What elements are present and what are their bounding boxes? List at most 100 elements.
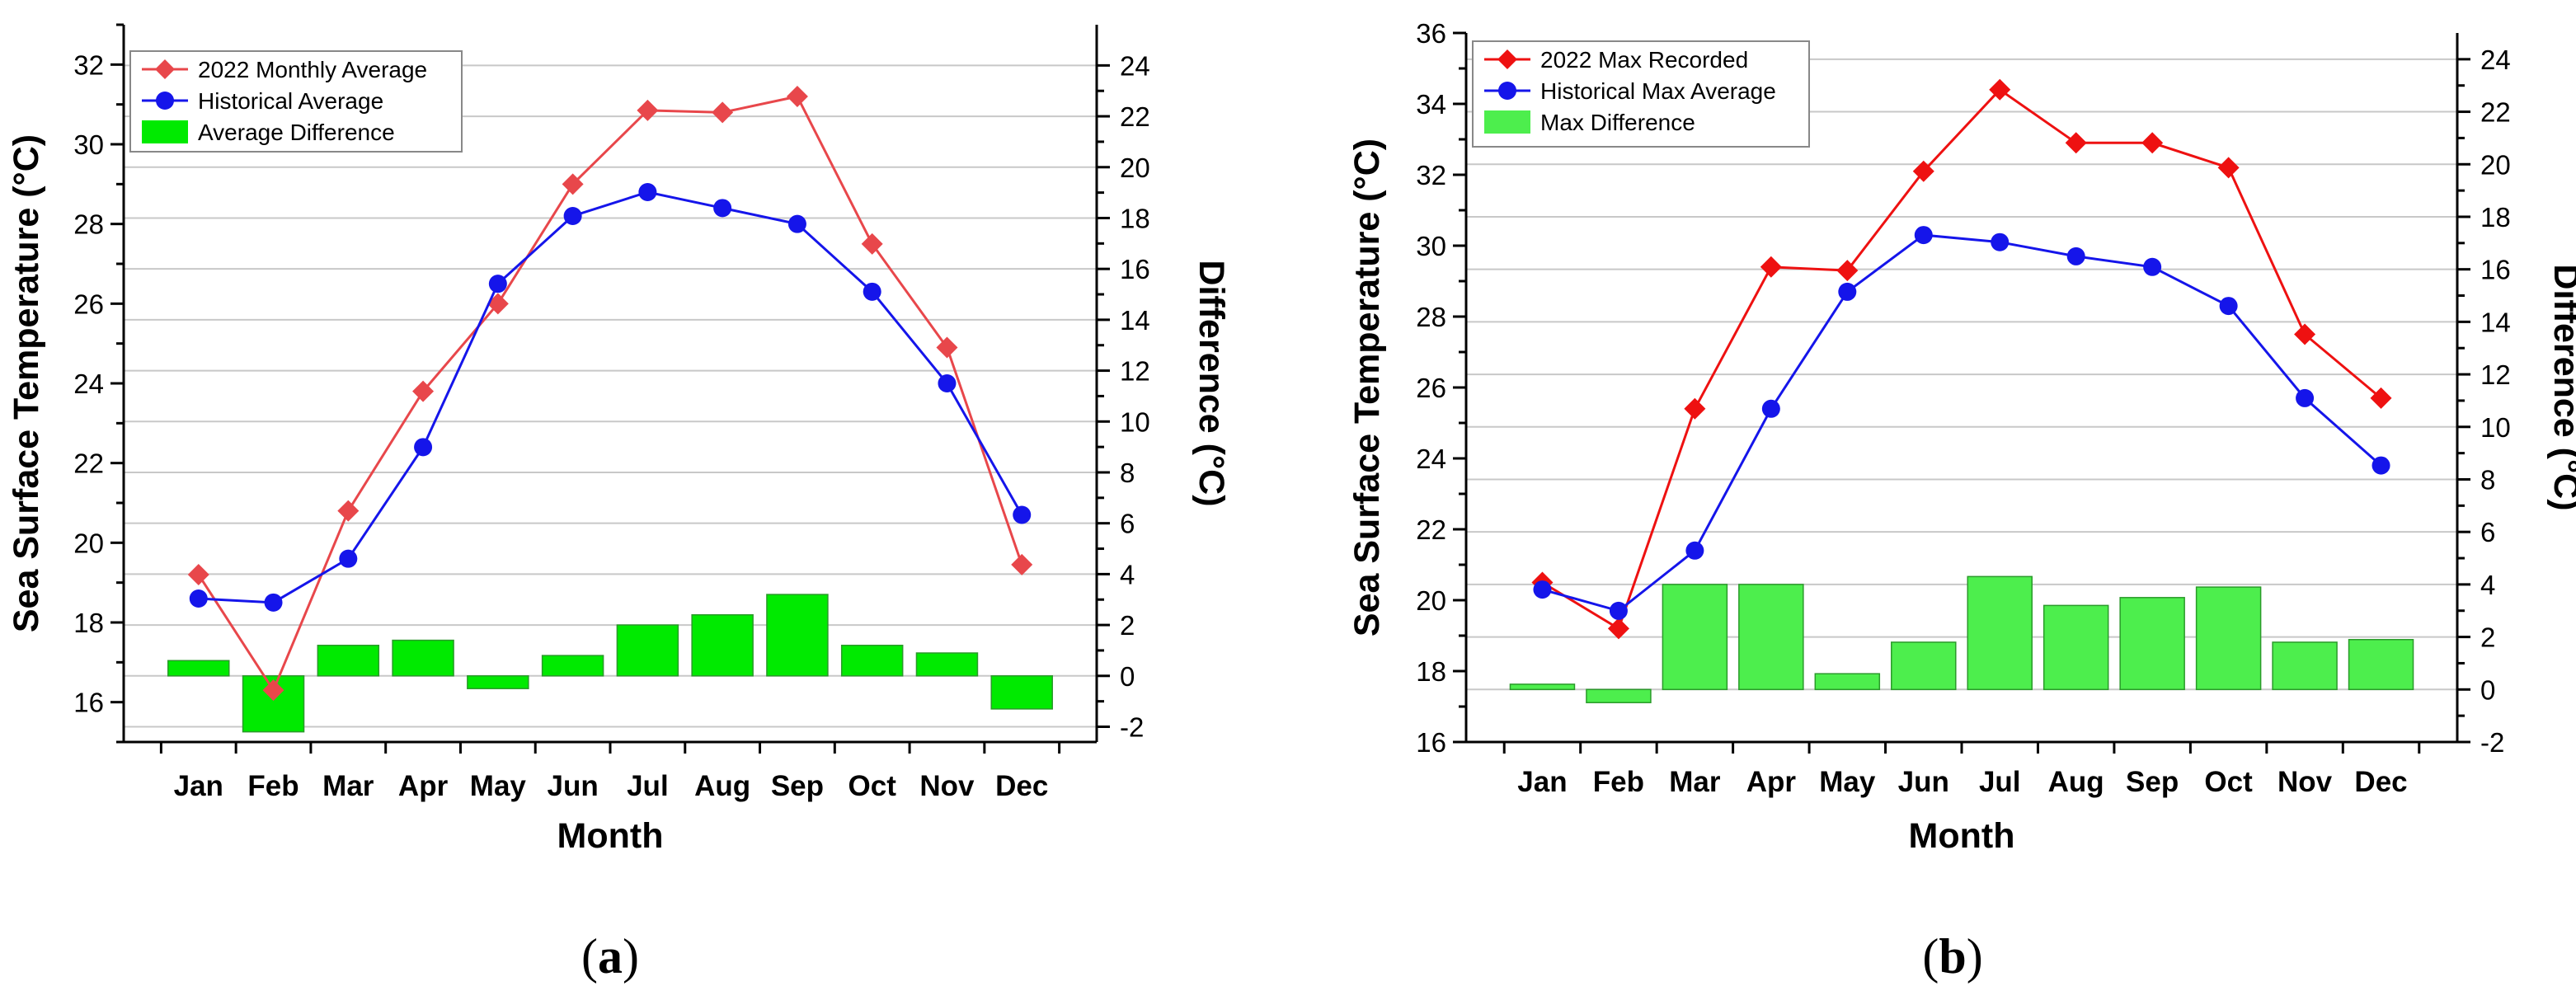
panel-label: (a) (581, 929, 639, 984)
x-tick-label-feb: Feb (1593, 766, 1644, 798)
panel-label: (b) (1922, 929, 1982, 984)
y-axis-title: Sea Surface Temperature (°C) (1347, 139, 1387, 636)
y2-tick-label: -2 (1120, 711, 1144, 742)
point-circle-mar (1685, 541, 1704, 560)
point-circle-oct (2219, 297, 2238, 316)
point-circle-may (1838, 282, 1857, 301)
y2-tick-label: 18 (1120, 203, 1150, 233)
x-tick-label-jan: Jan (1517, 766, 1567, 798)
x-tick-label-mar: Mar (1669, 766, 1721, 798)
x-tick-label-jun: Jun (547, 770, 598, 802)
point-diamond-jan (187, 564, 209, 585)
y2-tick-label: 16 (1120, 254, 1150, 284)
y-tick-label: 18 (1416, 656, 1446, 687)
bar-jan (167, 660, 230, 677)
y2-tick-label: 12 (1120, 356, 1150, 387)
bar-sep (766, 594, 829, 677)
y2-tick-label: 10 (1120, 406, 1150, 437)
x-tick-label-may: May (1819, 766, 1876, 798)
point-circle-sep (787, 214, 806, 233)
point-circle-dec (2372, 456, 2390, 475)
point-diamond-nov (936, 336, 958, 359)
chart-panel-b: 1618202224262830323436-20246810121416182… (1347, 18, 2576, 984)
legend-label: 2022 Max Recorded (1540, 47, 1748, 73)
point-diamond-apr (412, 380, 435, 402)
bar-jul (616, 624, 679, 677)
y2-tick-label: 4 (2480, 570, 2495, 600)
bar-oct (2195, 586, 2262, 691)
y-tick-label: 32 (1416, 160, 1446, 190)
bar-may (1814, 673, 1881, 691)
x-tick-label-aug: Aug (694, 770, 750, 802)
y-tick-label: 28 (73, 209, 104, 240)
bar-jun (1891, 641, 1957, 691)
legend-label: Historical Average (198, 88, 383, 114)
x-tick-label-nov: Nov (919, 770, 975, 802)
y-tick-label: 22 (73, 448, 104, 479)
point-diamond-mar (1684, 397, 1706, 420)
point-diamond-jun (562, 173, 584, 195)
x-tick-label-sep: Sep (2126, 766, 2179, 798)
point-diamond-oct (2217, 157, 2240, 179)
x-tick-label-dec: Dec (995, 770, 1048, 802)
legend: 2022 Monthly Average Historical Average Av… (129, 50, 463, 153)
y2-tick-label: 2 (2480, 622, 2495, 653)
y2-tick-label: 22 (2480, 97, 2511, 128)
point-circle-feb (264, 593, 283, 612)
point-diamond-feb (1607, 618, 1629, 640)
point-circle-nov (2296, 388, 2315, 407)
y2-tick-label: 24 (2480, 45, 2511, 75)
point-diamond-sep (786, 86, 808, 107)
point-diamond-jun (1912, 160, 1934, 182)
y-axis-title: Sea Surface Temperature (°C) (7, 134, 46, 632)
bar-apr (392, 639, 454, 677)
point-circle-jan (189, 589, 208, 608)
point-circle-aug (2066, 247, 2085, 265)
legend-marker-circle (1498, 82, 1516, 100)
x-tick-label-oct: Oct (848, 770, 897, 802)
x-tick-label-nov: Nov (2278, 766, 2333, 798)
x-tick-label-aug: Aug (2048, 766, 2104, 798)
point-diamond-feb (262, 679, 284, 702)
series-line (197, 95, 1023, 693)
bar-mar (1662, 584, 1728, 691)
legend: 2022 Max Recorded Historical Max Average M… (1472, 40, 1810, 148)
y2-tick-label: 14 (1120, 305, 1150, 336)
point-diamond-apr (1760, 256, 1782, 278)
point-circle-jan (1533, 580, 1552, 599)
y2-tick-label: 14 (2480, 307, 2511, 337)
y-tick-label: 36 (1416, 18, 1446, 49)
bar-oct (840, 645, 904, 677)
y-tick-label: 32 (73, 49, 104, 80)
legend-swatch-bar (1484, 110, 1530, 134)
y2-tick-label: 4 (1120, 559, 1135, 589)
y2-tick-label: 24 (1120, 50, 1150, 81)
y-tick-label: 16 (73, 688, 104, 718)
point-circle-jun (563, 207, 582, 225)
bar-sep (2119, 597, 2185, 691)
bar-may (467, 675, 529, 689)
y2-axis-title: Difference (°C) (1192, 260, 1231, 506)
x-tick-label-jul: Jul (1979, 766, 2021, 798)
legend-label: Max Difference (1540, 110, 1695, 135)
y2-tick-label: 0 (1120, 661, 1135, 692)
point-circle-may (488, 275, 507, 294)
point-circle-nov (938, 374, 957, 392)
bar-nov (915, 652, 979, 677)
bar-aug (691, 613, 754, 677)
bar-aug (2042, 604, 2109, 691)
x-tick-label-feb: Feb (247, 770, 298, 802)
point-diamond-dec (2370, 387, 2392, 409)
series-historical-average (189, 183, 1032, 612)
bar-jan (1509, 683, 1576, 691)
point-circle-dec (1013, 505, 1032, 524)
y2-tick-label: 0 (2480, 674, 2495, 705)
point-circle-jul (638, 183, 657, 201)
x-axis-title: Month (557, 816, 664, 856)
chart-panel-a: 161820222426283032-202468101214161820222… (7, 23, 1231, 984)
bars-difference (1509, 575, 2414, 703)
y2-tick-label: 8 (1120, 458, 1135, 488)
point-circle-jul (1991, 232, 2010, 251)
legend-label: Average Difference (198, 120, 395, 145)
x-tick-label-sep: Sep (771, 770, 824, 802)
